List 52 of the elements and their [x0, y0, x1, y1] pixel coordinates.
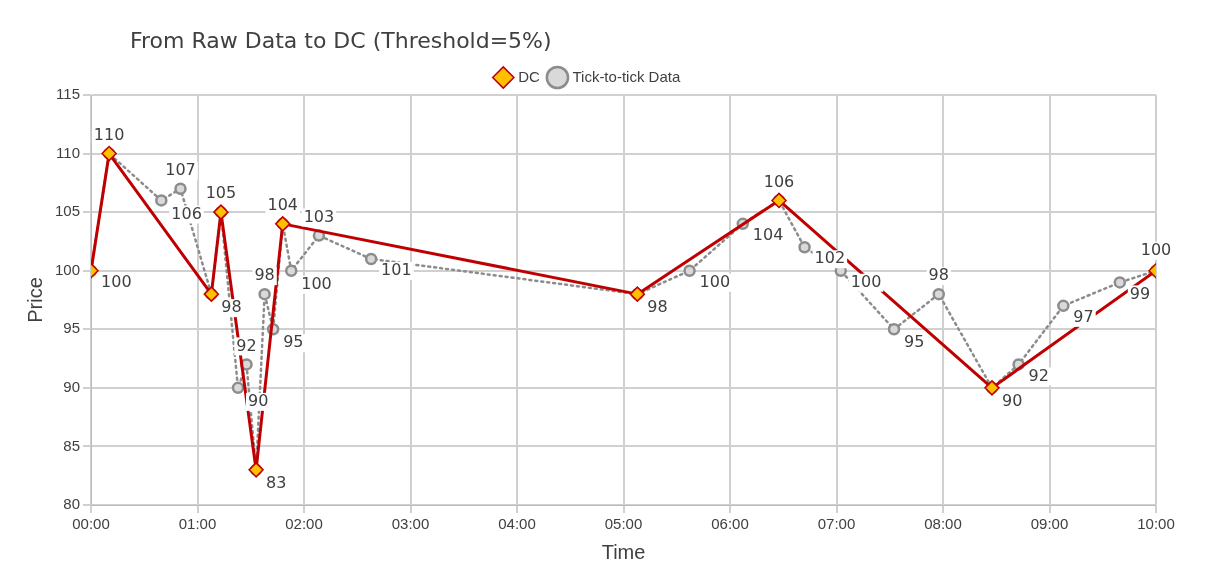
- data-label: 92: [1028, 365, 1049, 385]
- x-tick-label: 09:00: [1030, 515, 1069, 533]
- legend-label: DC: [518, 67, 541, 85]
- data-label: 103: [303, 206, 335, 226]
- y-tick-label: 80: [63, 495, 81, 513]
- data-label: 100: [301, 273, 332, 293]
- data-label: 100: [101, 271, 132, 291]
- data-label: 106: [171, 203, 202, 223]
- y-tick-label: 105: [55, 202, 81, 220]
- data-label: 95: [283, 332, 304, 352]
- data-label: 104: [267, 195, 298, 215]
- data-label: 102: [814, 248, 846, 268]
- data-label: 98: [928, 265, 949, 285]
- data-label: 92: [236, 335, 257, 355]
- y-tick-label: 110: [56, 143, 81, 161]
- data-label: 106: [763, 171, 795, 191]
- data-label: 100: [699, 271, 731, 291]
- x-tick-label: 07:00: [817, 515, 856, 533]
- data-label: 105: [205, 183, 237, 203]
- x-tick-label: 10:00: [1137, 515, 1175, 533]
- x-tick-label: 05:00: [604, 515, 643, 533]
- data-label: 100: [850, 271, 882, 291]
- data-label: 100: [1140, 239, 1172, 259]
- chart-title: From Raw Data to DC (Threshold=5%): [130, 28, 552, 53]
- data-label: 83: [266, 473, 287, 493]
- x-axis-title: Time: [601, 540, 646, 563]
- data-label: 107: [165, 159, 196, 179]
- data-label: 110: [93, 124, 125, 144]
- data-label: 104: [752, 225, 784, 245]
- data-label: 97: [1073, 307, 1094, 327]
- x-tick-label: 01:00: [178, 515, 217, 533]
- x-tick-label: 02:00: [285, 515, 323, 533]
- x-tick-label: 00:00: [72, 515, 110, 533]
- data-label: 90: [1001, 391, 1023, 411]
- legend-label: Tick-to-tick Data: [572, 67, 681, 85]
- y-axis-title: Price: [23, 277, 46, 323]
- data-label: 98: [221, 297, 242, 317]
- y-tick-label: 100: [55, 260, 81, 278]
- x-tick-label: 04:00: [498, 515, 536, 533]
- data-label: 99: [1129, 283, 1151, 303]
- data-label: 98: [647, 297, 668, 317]
- y-tick-label: 85: [63, 436, 81, 454]
- x-tick-label: 06:00: [711, 515, 749, 533]
- data-label: 95: [904, 332, 925, 352]
- y-tick-label: 90: [63, 378, 81, 395]
- data-label: 98: [254, 265, 275, 285]
- data-label: 90: [247, 391, 269, 411]
- y-tick-label: 95: [63, 319, 81, 337]
- x-tick-label: 03:00: [391, 515, 430, 533]
- x-tick-label: 08:00: [924, 515, 962, 533]
- y-tick-label: 115: [56, 85, 81, 103]
- data-label: 101: [381, 260, 412, 280]
